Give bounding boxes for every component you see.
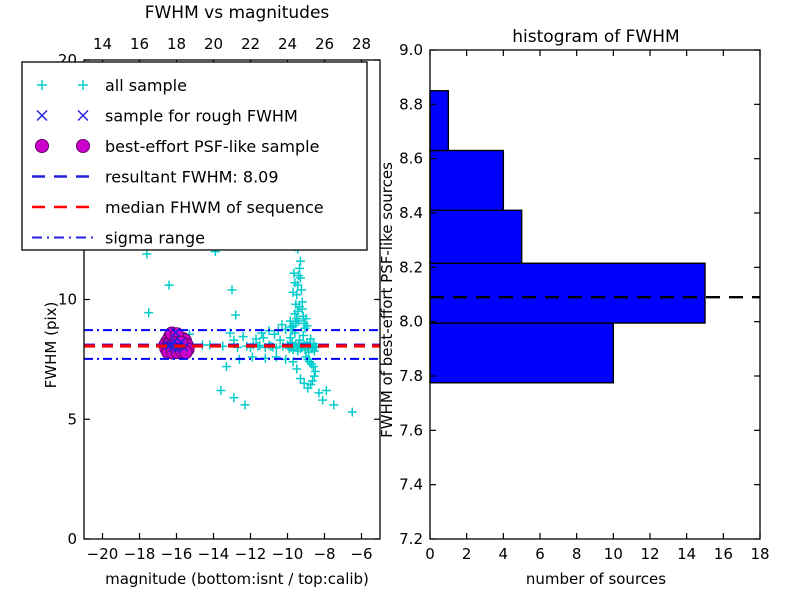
scatter-xtick-label: −6: [350, 545, 372, 563]
histogram-ytick-label: 8.4: [399, 204, 423, 222]
scatter-top-tick-label: 26: [315, 35, 334, 53]
scatter-xtick-label: −18: [124, 545, 156, 563]
scatter-top-tick-label: 28: [352, 35, 371, 53]
legend-marker-circle: [76, 139, 90, 153]
histogram-xtick-label: 16: [714, 545, 733, 563]
histogram-bar: [429, 322, 615, 384]
scatter-xtick-label: −16: [161, 545, 193, 563]
scatter-xtick-label: −10: [272, 545, 304, 563]
scatter-ytick-label: 0: [67, 530, 77, 548]
histogram-tick-layer: 0 2 4 6 8 10 12 14 16 18 7.2 7.4 7.6 7.8 8.0 8.2 8.4 8.6 8…: [399, 41, 769, 563]
histogram-ytick-label: 8.2: [399, 258, 423, 276]
marker-x: [166, 339, 176, 350]
histogram-frame: [429, 49, 761, 540]
histogram-ytick-label: 7.6: [399, 421, 423, 439]
histogram-xtick-label: 14: [677, 545, 696, 563]
scatter-top-tick-label: 14: [93, 35, 112, 53]
histogram-bar: [429, 262, 706, 324]
histogram-ytick-label: 7.8: [399, 367, 423, 385]
histogram-bars-layer: [429, 90, 706, 384]
scatter-top-tick-label: 20: [204, 35, 223, 53]
histogram-xtick-label: 18: [750, 545, 769, 563]
scatter-title: FWHM vs magnitudes: [145, 3, 330, 23]
histogram-ylabel: FWHM of best-effort PSF-like sources: [378, 162, 396, 438]
scatter-xtick-label: −8: [313, 545, 335, 563]
legend-label-5: sigma range: [105, 229, 205, 248]
scatter-top-tick-label: 18: [167, 35, 186, 53]
scatter-xtick-label: −12: [235, 545, 267, 563]
histogram-xtick-label: 0: [425, 545, 435, 563]
histogram-frame-layer: [429, 49, 761, 540]
histogram-xtick-label: 6: [535, 545, 545, 563]
legend-label-4: median FHWM of sequence: [105, 198, 324, 217]
legend-item-2[interactable]: best-effort PSF-like sample: [35, 137, 320, 156]
legend-label-2: best-effort PSF-like sample: [105, 137, 319, 156]
histogram-ytick-label: 8.6: [399, 150, 423, 168]
scatter-ylabel: FWHM (pix): [42, 302, 60, 389]
legend-label-0: all sample: [105, 76, 187, 95]
legend-item-4[interactable]: median FHWM of sequence: [32, 198, 324, 217]
legend-item-3[interactable]: resultant FWHM: 8.09: [32, 168, 279, 187]
marker-x: [36, 109, 48, 122]
histogram-ytick-label: 7.4: [399, 476, 423, 494]
histogram-xtick-label: 10: [604, 545, 623, 563]
legend-marker-circle: [35, 139, 49, 153]
scatter-xtick-label: −20: [87, 545, 119, 563]
scatter-xtick-label: −14: [198, 545, 230, 563]
legend-item-0[interactable]: all sample: [37, 76, 187, 95]
histogram-ytick-label: 8.0: [399, 313, 423, 331]
histogram-xlabel: number of sources: [526, 570, 666, 588]
series-sample-for-rough-fwhm: [163, 328, 189, 354]
histogram-ytick-label: 8.8: [399, 95, 423, 113]
scatter-xlabel: magnitude (bottom:isnt / top:calib): [105, 570, 369, 588]
legend-box: [21, 61, 368, 251]
scatter-reference-lines-layer: [84, 329, 380, 360]
marker-x: [163, 340, 173, 351]
histogram-xtick-label: 2: [462, 545, 472, 563]
histogram-axes: 0 2 4 6 8 10 12 14 16 18 7.2 7.4 7.6 7.8 8.0 8.2 8.4 8.6 8…: [378, 27, 770, 588]
legend-label-3: resultant FWHM: 8.09: [105, 168, 279, 187]
marker-x: [77, 109, 89, 122]
histogram-bar: [429, 209, 523, 264]
scatter-top-tick-label: 24: [278, 35, 297, 53]
histogram-xtick-label: 4: [499, 545, 509, 563]
marker-x: [171, 328, 181, 338]
histogram-xtick-label: 12: [640, 545, 659, 563]
histogram-bar: [429, 149, 505, 211]
scatter-ytick-label: 10: [58, 291, 77, 309]
histogram-ytick-label: 7.2: [399, 530, 423, 548]
legend-item-1[interactable]: sample for rough FWHM: [36, 107, 298, 126]
legend-label-1: sample for rough FWHM: [105, 107, 298, 126]
legend-items: all sample sample for rough FWHM best-effo…: [32, 76, 324, 248]
histogram-xtick-label: 8: [572, 545, 582, 563]
histogram-bar: [429, 90, 450, 152]
scatter-top-tick-label: 22: [241, 35, 260, 53]
scatter-legend[interactable]: all sample sample for rough FWHM best-effo…: [21, 61, 368, 251]
histogram-ytick-label: 9.0: [399, 41, 423, 59]
scatter-top-tick-label: 16: [130, 35, 149, 53]
histogram-title: histogram of FWHM: [512, 27, 679, 47]
legend-item-5[interactable]: sigma range: [32, 229, 205, 248]
scatter-ytick-label: 5: [67, 410, 77, 428]
